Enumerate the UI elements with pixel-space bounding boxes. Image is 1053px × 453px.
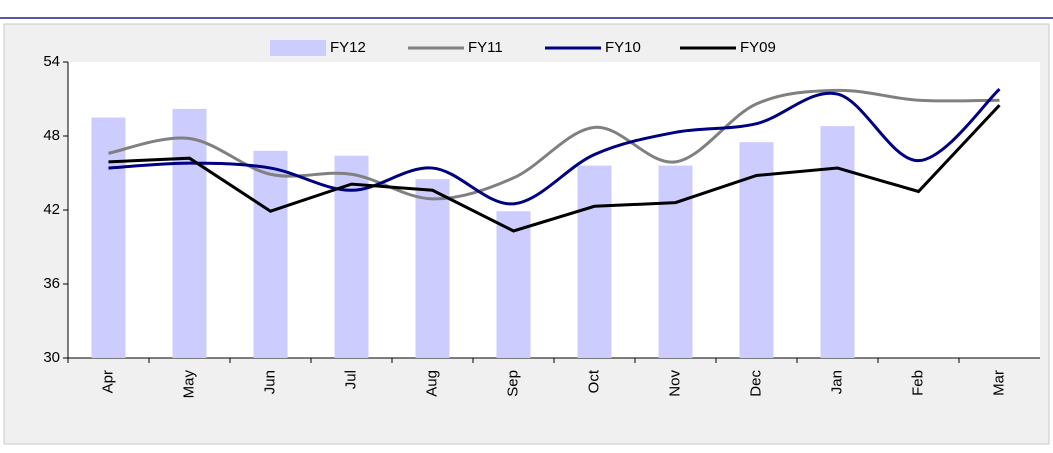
line <box>108 88 1001 206</box>
legend-label: FY09 <box>740 39 776 56</box>
bar <box>577 165 612 358</box>
x-tick-label: Jul <box>342 370 359 389</box>
plot-area <box>68 62 1040 358</box>
x-tick-label: Mar <box>990 370 1007 396</box>
bar <box>253 150 288 358</box>
y-tick-label: 42 <box>43 201 60 218</box>
bar <box>91 117 126 358</box>
x-tick-label: Apr <box>99 370 116 393</box>
y-tick-label: 48 <box>43 127 60 144</box>
bar <box>496 211 531 358</box>
legend-swatch <box>270 40 326 56</box>
bar <box>172 108 207 358</box>
x-tick-label: Sep <box>504 370 521 397</box>
y-tick-label: 36 <box>43 275 60 292</box>
x-tick-label: Feb <box>909 370 926 396</box>
line <box>108 104 1001 233</box>
bar <box>820 126 855 358</box>
x-tick-label: May <box>180 370 197 399</box>
x-tick-label: Jun <box>261 370 278 394</box>
x-tick-label: Dec <box>747 370 764 397</box>
bar <box>415 179 450 358</box>
legend-label: FY12 <box>330 39 366 56</box>
line <box>108 88 1000 201</box>
legend-label: FY10 <box>605 39 641 56</box>
x-tick-label: Jan <box>828 370 845 394</box>
x-tick-label: Aug <box>423 370 440 397</box>
legend-label: FY11 <box>468 39 503 56</box>
x-tick-label: Oct <box>585 369 602 393</box>
bar <box>658 165 693 358</box>
x-tick-label: Nov <box>666 370 683 397</box>
y-tick-label: 54 <box>43 53 60 70</box>
y-tick-label: 30 <box>43 349 60 366</box>
